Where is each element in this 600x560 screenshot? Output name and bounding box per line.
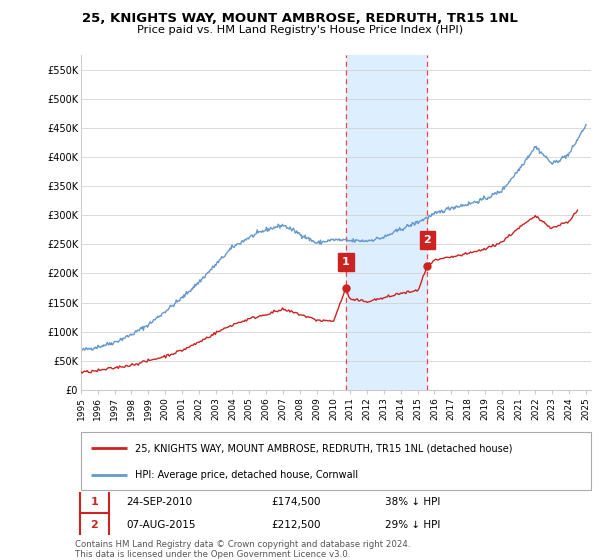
Text: Price paid vs. HM Land Registry's House Price Index (HPI): Price paid vs. HM Land Registry's House … bbox=[137, 25, 463, 35]
Text: 24-SEP-2010: 24-SEP-2010 bbox=[127, 497, 193, 507]
Text: 1: 1 bbox=[91, 497, 98, 507]
Text: 2: 2 bbox=[424, 235, 431, 245]
Text: 25, KNIGHTS WAY, MOUNT AMBROSE, REDRUTH, TR15 1NL (detached house): 25, KNIGHTS WAY, MOUNT AMBROSE, REDRUTH,… bbox=[134, 444, 512, 453]
FancyBboxPatch shape bbox=[80, 513, 109, 536]
Text: HPI: Average price, detached house, Cornwall: HPI: Average price, detached house, Corn… bbox=[134, 470, 358, 480]
FancyBboxPatch shape bbox=[80, 491, 109, 514]
Text: 2: 2 bbox=[91, 520, 98, 530]
Text: Contains HM Land Registry data © Crown copyright and database right 2024.: Contains HM Land Registry data © Crown c… bbox=[75, 540, 410, 549]
Text: 07-AUG-2015: 07-AUG-2015 bbox=[127, 520, 196, 530]
Text: £174,500: £174,500 bbox=[271, 497, 320, 507]
Text: 1: 1 bbox=[342, 257, 350, 267]
Text: 38% ↓ HPI: 38% ↓ HPI bbox=[385, 497, 440, 507]
Text: £212,500: £212,500 bbox=[271, 520, 320, 530]
Text: 25, KNIGHTS WAY, MOUNT AMBROSE, REDRUTH, TR15 1NL: 25, KNIGHTS WAY, MOUNT AMBROSE, REDRUTH,… bbox=[82, 12, 518, 25]
Text: 29% ↓ HPI: 29% ↓ HPI bbox=[385, 520, 440, 530]
Text: This data is licensed under the Open Government Licence v3.0.: This data is licensed under the Open Gov… bbox=[75, 550, 350, 559]
Bar bbox=[346, 55, 427, 390]
FancyBboxPatch shape bbox=[81, 432, 591, 490]
